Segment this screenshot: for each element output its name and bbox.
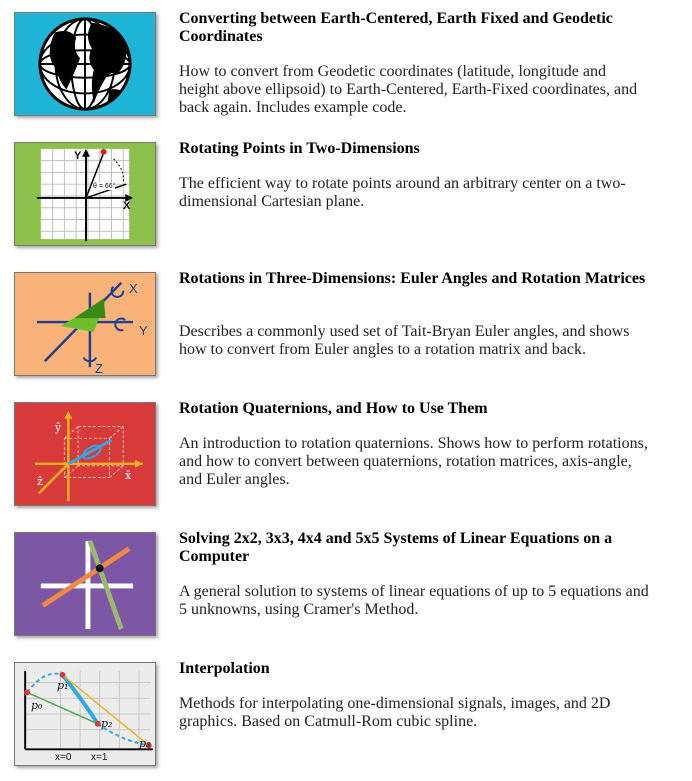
article-title[interactable]: Interpolation xyxy=(179,660,270,677)
article-description: Methods for interpolating one-dimensiona… xyxy=(179,695,611,730)
article-item-quaternions: x̂ ŷ ẑ Rotation Quaternions, and How to … xyxy=(0,400,692,510)
article-item-ecef: Converting between Earth-Centered, Earth… xyxy=(0,10,692,120)
euler-angles-icon xyxy=(36,281,134,368)
x-axis-label: x̂ xyxy=(125,469,132,482)
quaternion-icon xyxy=(34,410,143,502)
z-axis-label: ẑ xyxy=(37,475,43,488)
interpolation-thumbnail[interactable]: p₀ p₁ p₂ p₃ x=0 x=1 xyxy=(14,662,156,766)
article-title[interactable]: Rotations in Three-Dimensions: Euler Ang… xyxy=(179,270,646,287)
p0-label: p₀ xyxy=(31,699,43,712)
linear-equations-icon xyxy=(40,540,134,630)
linear-equations-thumbnail[interactable] xyxy=(14,532,156,636)
article-item-euler-angles: X Y Z Rotations in Three-Dimensions: Eul… xyxy=(0,270,692,380)
article-description: Describes a commonly used set of Tait-Br… xyxy=(179,323,630,358)
article-description: How to convert from Geodetic coordinates… xyxy=(179,63,638,116)
x-axis-label: X xyxy=(123,200,131,212)
x0-tick-label: x=0 xyxy=(55,752,72,763)
y-axis-label: ŷ xyxy=(55,421,62,434)
article-item-linear-equations: Solving 2x2, 3x3, 4x4 and 5x5 Systems of… xyxy=(0,530,692,640)
2d-rotation-thumbnail[interactable]: Y X θ = 66° xyxy=(14,142,156,246)
article-title[interactable]: Solving 2x2, 3x3, 4x4 and 5x5 Systems of… xyxy=(179,530,613,565)
article-item-2d-rotation: Y X θ = 66° Rotating Points in Two-Dimen… xyxy=(0,140,692,250)
y-axis-label: Y xyxy=(74,150,82,162)
article-title[interactable]: Converting between Earth-Centered, Earth… xyxy=(179,10,613,45)
x1-tick-label: x=1 xyxy=(91,752,108,763)
p3-label: p₃ xyxy=(139,737,151,750)
article-description: A general solution to systems of linear … xyxy=(179,583,649,618)
quaternion-thumbnail[interactable]: x̂ ŷ ẑ xyxy=(14,402,156,506)
euler-angles-thumbnail[interactable]: X Y Z xyxy=(14,272,156,376)
p2-label: p₂ xyxy=(101,717,113,730)
article-title[interactable]: Rotation Quaternions, and How to Use The… xyxy=(179,400,488,417)
globe-thumbnail[interactable] xyxy=(14,12,156,116)
interpolation-icon xyxy=(24,670,153,751)
p1-label: p₁ xyxy=(57,679,69,692)
article-title[interactable]: Rotating Points in Two-Dimensions xyxy=(179,140,420,157)
globe-icon xyxy=(38,17,132,111)
angle-label: θ = 66° xyxy=(93,183,116,190)
article-description: An introduction to rotation quaternions.… xyxy=(179,435,648,488)
article-description: The efficient way to rotate points aroun… xyxy=(179,175,626,210)
y-axis-label: Y xyxy=(139,323,148,338)
article-item-interpolation: p₀ p₁ p₂ p₃ x=0 x=1 Interpolation Method… xyxy=(0,660,692,770)
2d-rotation-icon xyxy=(36,148,134,242)
x-axis-label: X xyxy=(129,281,138,296)
z-axis-label: Z xyxy=(95,361,103,376)
